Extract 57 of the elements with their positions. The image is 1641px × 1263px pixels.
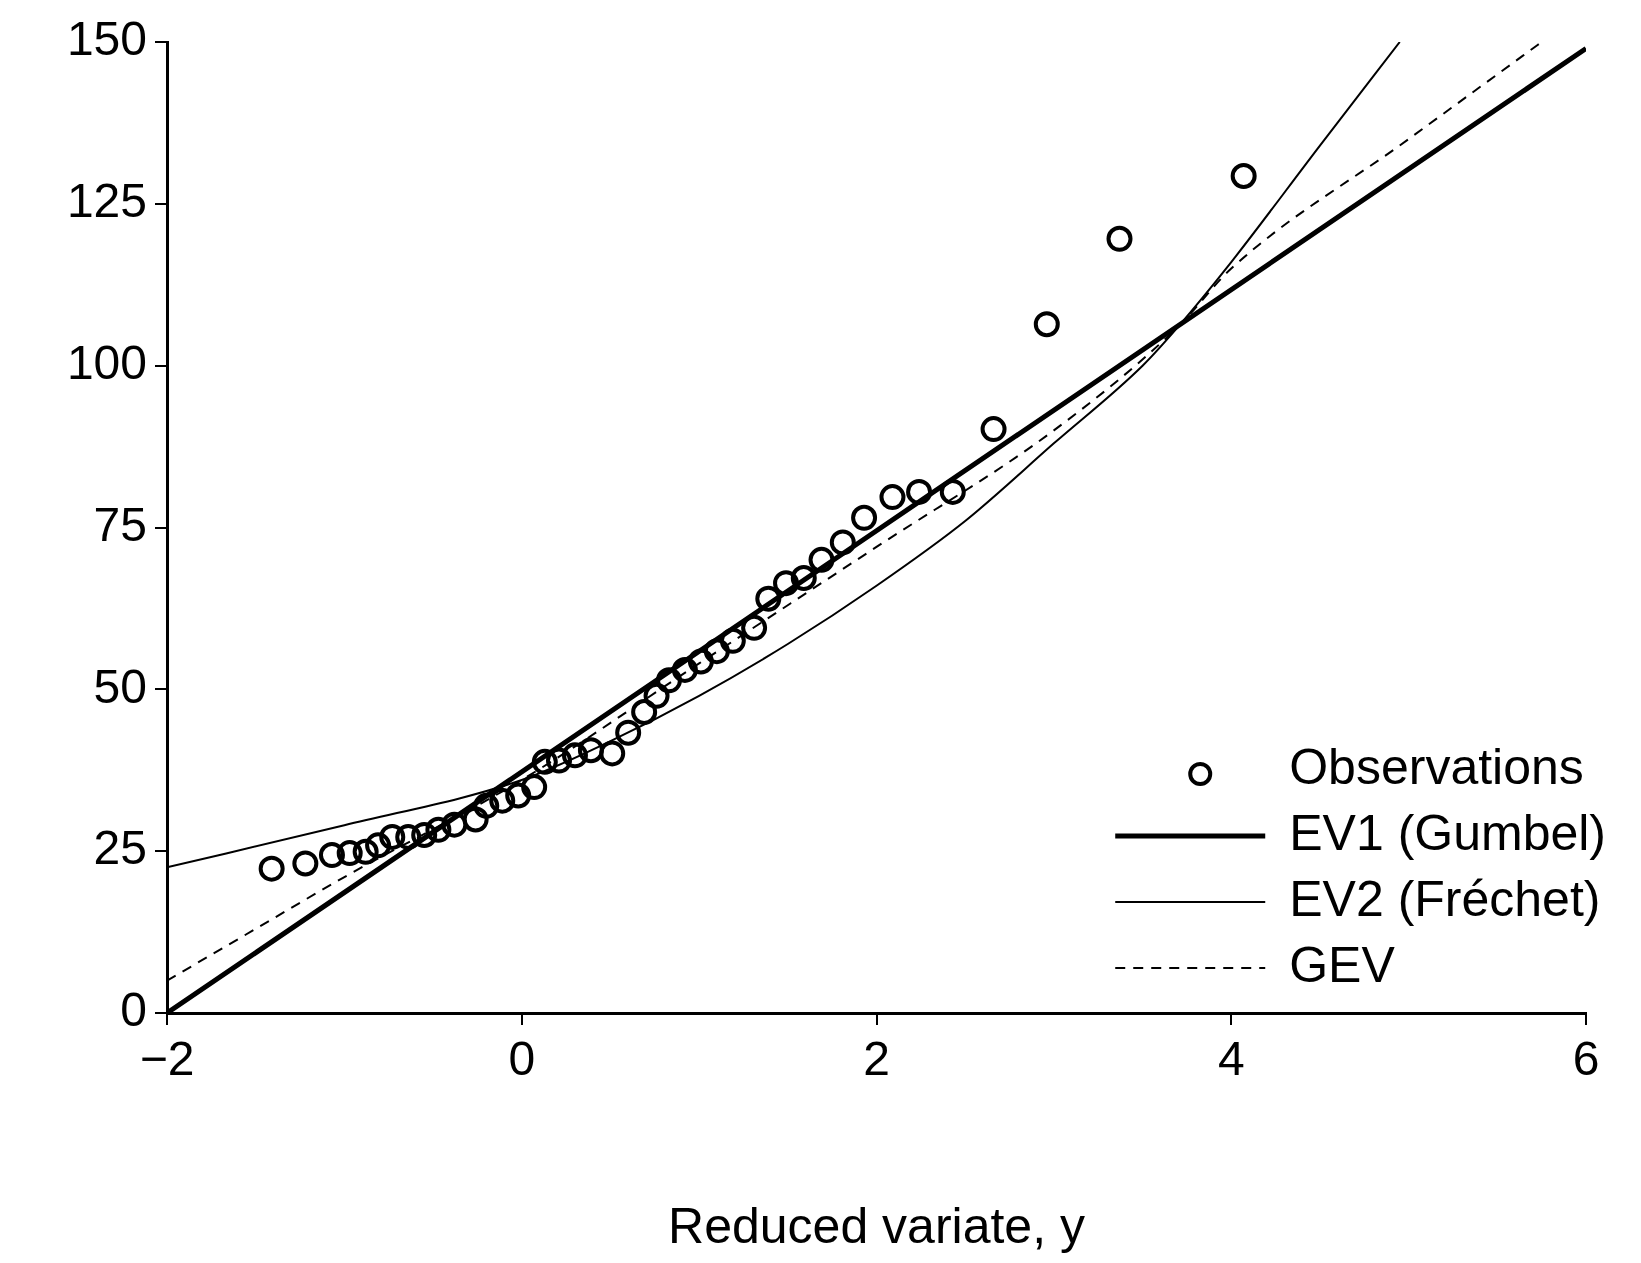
point xyxy=(462,806,489,833)
point xyxy=(1106,225,1133,252)
point xyxy=(318,842,345,869)
point xyxy=(425,816,452,843)
point xyxy=(599,740,626,767)
y-tick-label: 125 xyxy=(66,174,147,228)
point xyxy=(441,811,468,838)
legend-label: GEV xyxy=(1289,936,1396,993)
point xyxy=(365,832,392,859)
point xyxy=(755,585,782,612)
point xyxy=(505,782,532,809)
point xyxy=(473,792,500,819)
y-tick-label: 100 xyxy=(66,335,147,389)
point xyxy=(379,823,406,850)
point xyxy=(521,774,548,801)
point xyxy=(1033,311,1060,338)
y-tick-label: 75 xyxy=(93,497,147,551)
point xyxy=(352,838,379,865)
legend-label: EV2 (Fréchet) xyxy=(1289,870,1601,927)
point xyxy=(411,821,438,848)
point xyxy=(258,855,285,882)
point xyxy=(655,667,682,694)
point xyxy=(336,840,363,867)
legend-label: Observations xyxy=(1289,738,1584,795)
legend-label: EV1 (Gumbel) xyxy=(1289,804,1607,861)
point xyxy=(531,748,558,775)
point xyxy=(631,698,658,725)
point xyxy=(561,742,588,769)
y-tick-label: 50 xyxy=(93,659,147,713)
point xyxy=(546,747,572,774)
x-tick-label: 6 xyxy=(1572,1032,1600,1086)
point xyxy=(577,737,604,764)
x-axis-title: Reduced variate, y xyxy=(668,1197,1085,1254)
point xyxy=(1230,163,1257,189)
point xyxy=(879,484,906,511)
point xyxy=(851,504,878,531)
point xyxy=(829,529,856,556)
point xyxy=(687,648,714,675)
point xyxy=(292,850,319,877)
point xyxy=(790,564,817,591)
x-tick-label: 0 xyxy=(508,1032,536,1086)
point xyxy=(906,478,933,505)
x-tick-label: 2 xyxy=(863,1032,890,1086)
point xyxy=(980,416,1007,443)
point xyxy=(395,823,422,850)
point xyxy=(808,546,835,573)
point xyxy=(773,570,800,597)
point xyxy=(489,787,516,814)
x-tick-label: 4 xyxy=(1217,1032,1245,1086)
point xyxy=(719,627,746,654)
point xyxy=(939,478,966,505)
point xyxy=(741,614,768,641)
y-tick-label: 25 xyxy=(93,821,147,875)
point xyxy=(615,719,642,746)
y-tick-label: 150 xyxy=(66,12,147,66)
point xyxy=(671,656,698,683)
point xyxy=(643,682,670,709)
